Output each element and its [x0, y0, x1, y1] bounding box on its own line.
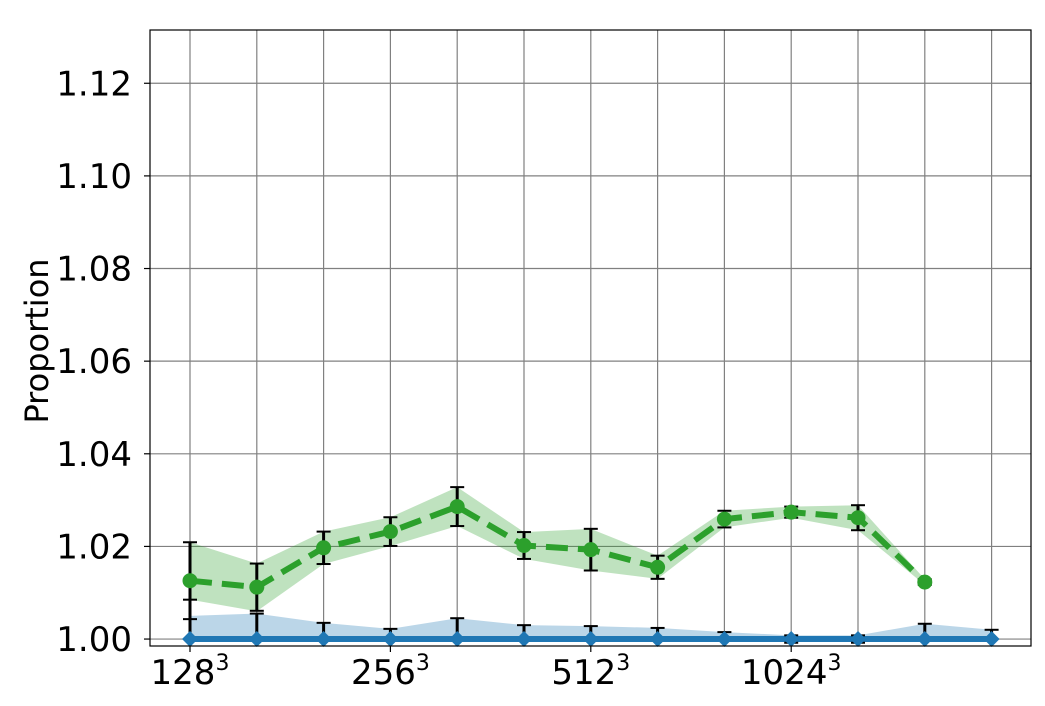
data-point: [449, 631, 466, 648]
data-point: [716, 511, 732, 527]
data-point: [582, 631, 599, 648]
data-point: [783, 504, 799, 520]
data-markers: [182, 499, 1000, 648]
data-point: [716, 631, 733, 648]
y-tick-label: 1.08: [56, 250, 132, 290]
data-point: [248, 631, 265, 648]
y-tick-label: 1.00: [56, 620, 132, 660]
y-tick-labels: 1.00 1.02 1.04 1.06 1.08 1.10 1.12: [56, 64, 150, 660]
data-point: [382, 524, 398, 540]
data-point: [583, 542, 599, 558]
data-point: [516, 631, 532, 648]
data-point: [382, 631, 399, 648]
data-point: [516, 537, 532, 553]
x-tick-label: 10243: [741, 651, 842, 693]
data-point: [316, 540, 332, 556]
data-point: [182, 631, 198, 648]
data-point: [315, 631, 332, 648]
data-point: [850, 631, 866, 648]
data-point: [916, 631, 933, 648]
data-point: [783, 631, 800, 648]
data-point: [449, 499, 465, 515]
x-tick-label: 5123: [551, 651, 630, 693]
data-point: [983, 631, 1000, 648]
y-tick-label: 1.10: [56, 157, 132, 197]
y-tick-label: 1.06: [56, 342, 132, 382]
x-tick-label: 2563: [351, 651, 430, 693]
y-tick-label: 1.04: [56, 435, 132, 475]
series-line: [189, 503, 927, 591]
data-point: [650, 559, 666, 575]
data-point: [649, 631, 666, 648]
x-tick-label: 1283: [151, 651, 230, 693]
data-point: [850, 510, 866, 526]
y-axis-label: Proportion: [18, 258, 56, 423]
y-tick-label: 1.12: [56, 64, 132, 104]
y-tick-label: 1.02: [56, 527, 132, 567]
x-tick-labels: 1283 2563 5123 10243: [151, 646, 842, 693]
data-point: [182, 573, 198, 589]
data-point: [917, 574, 933, 590]
data-point: [249, 579, 265, 595]
